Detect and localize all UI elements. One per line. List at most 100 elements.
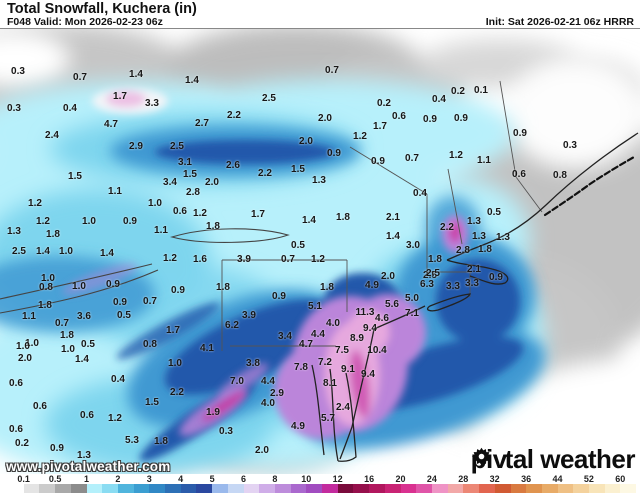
snowfall-value-label: 0.9 [513, 127, 527, 139]
snowfall-value-label: 0.8 [553, 169, 567, 181]
colorbar-swatch [431, 484, 448, 493]
snowfall-value-label: 0.5 [117, 309, 131, 321]
snowfall-value-label: 0.6 [9, 377, 23, 389]
snowfall-value-label: 4.7 [299, 338, 313, 350]
snowfall-value-label: 0.1 [474, 84, 488, 96]
snowfall-value-label: 1.4 [386, 230, 400, 242]
great-lakes-shorelines [0, 228, 290, 314]
snowfall-value-label: 1.7 [251, 208, 265, 220]
snowfall-value-label: 2.8 [186, 186, 200, 198]
snowfall-value-label: 3.3 [145, 97, 159, 109]
snowfall-value-label: 1.3 [7, 225, 21, 237]
snowfall-value-label: 3.3 [446, 280, 460, 292]
snowfall-value-label: 0.4 [111, 373, 125, 385]
snowfall-value-label: 0.3 [563, 139, 577, 151]
snowfall-value-label: 1.2 [449, 149, 463, 161]
colorbar-swatch [604, 484, 621, 493]
colorbar-tick-label: 36 [521, 474, 532, 484]
snowfall-value-label: 1.8 [46, 228, 60, 240]
snowfall-value-label: 0.7 [143, 295, 157, 307]
pivotal-weather-logo: piv tal weather [471, 446, 636, 472]
snowfall-value-label: 2.2 [440, 221, 454, 233]
snowfall-value-label: 1.2 [311, 253, 325, 265]
snowfall-value-label: 0.6 [392, 110, 406, 122]
snowfall-value-label: 2.0 [205, 176, 219, 188]
snowfall-value-label: 2.5 [12, 245, 26, 257]
snowfall-value-label: 1.8 [206, 220, 220, 232]
colorbar-swatch [180, 484, 197, 493]
snowfall-value-label: 1.0 [72, 280, 86, 292]
snowfall-value-label: 9.4 [363, 322, 377, 334]
snowfall-value-label: 5.1 [308, 300, 322, 312]
snowfall-value-label: 3.8 [246, 357, 260, 369]
colorbar-swatch [447, 484, 464, 493]
snowfall-value-label: 4.4 [261, 375, 275, 387]
colorbar-tick-label: 44 [552, 474, 563, 484]
snowfall-value-label: 0.8 [143, 338, 157, 350]
snowfall-value-labels-layer: 0.3 0.7 1.4 1.4 0.3 0.4 1.7 3.3 4.7 2.7 2.4 2.9 2.5 3… [0, 29, 640, 475]
colorbar-swatch [227, 484, 244, 493]
snowfall-value-label: 4.0 [326, 317, 340, 329]
snowfall-value-label: 0.9 [272, 290, 286, 302]
snowfall-value-label: 0.9 [371, 155, 385, 167]
snowfall-value-label: 3.1 [178, 156, 192, 168]
snowfall-value-label: 1.1 [154, 224, 168, 236]
colorbar-swatches [8, 484, 637, 493]
colorbar-swatch [290, 484, 307, 493]
colorbar-tick-label: 32 [489, 474, 500, 484]
snowfall-value-label: 1.2 [36, 215, 50, 227]
snowfall-value-label: 1.2 [163, 252, 177, 264]
snowfall-value-label: 2.1 [386, 211, 400, 223]
snowfall-value-label: 0.5 [81, 338, 95, 350]
snowfall-value-label: 5.3 [125, 434, 139, 446]
page-title: Total Snowfall, Kuchera (in) [7, 1, 197, 17]
snowfall-value-label: 1.0 [16, 340, 30, 352]
snowfall-value-label: 2.5 [426, 267, 440, 279]
colorbar-tick-label: 0.1 [17, 474, 30, 484]
snowfall-value-label: 0.9 [423, 113, 437, 125]
colorbar-tick-label: 24 [426, 474, 437, 484]
snowfall-map: 0.3 0.7 1.4 1.4 0.3 0.4 1.7 3.3 4.7 2.7 2.4 2.9 2.5 3… [0, 28, 640, 475]
snowfall-value-label: 1.9 [206, 406, 220, 418]
colorbar-tick-label: 20 [395, 474, 406, 484]
snowfall-value-label: 1.6 [193, 253, 207, 265]
snowfall-value-label: 3.9 [242, 309, 256, 321]
snowfall-value-label: 2.2 [258, 167, 272, 179]
snowfall-value-label: 1.3 [472, 230, 486, 242]
snowfall-value-label: 0.2 [451, 85, 465, 97]
colorbar-swatch [353, 484, 370, 493]
snowfall-value-label: 1.4 [75, 353, 89, 365]
colorbar-swatch [149, 484, 166, 493]
colorbar-swatch [259, 484, 275, 493]
colorbar-swatch [573, 484, 590, 493]
snowfall-value-label: 2.8 [456, 244, 470, 256]
snowfall-value-label: 2.9 [270, 387, 284, 399]
snowfall-value-label: 0.4 [413, 187, 427, 199]
snowfall-value-label: 5.7 [321, 412, 335, 424]
colorbar-swatch [274, 484, 291, 493]
snowfall-value-label: 1.7 [113, 90, 127, 102]
maine-rocky-coast [543, 155, 636, 217]
header: Total Snowfall, Kuchera (in) F048 Valid:… [0, 0, 640, 28]
colorbar-swatch [165, 484, 181, 493]
snowfall-value-label: 2.7 [195, 117, 209, 129]
colorbar-tick-label: 8 [272, 474, 278, 484]
snowfall-value-label: 1.2 [108, 412, 122, 424]
colorbar-tick-label: 0.5 [48, 474, 62, 484]
snowfall-value-label: 1.3 [312, 174, 326, 186]
snowfall-value-label: 2.5 [423, 269, 437, 281]
snowfall-value-label: 2.4 [336, 401, 350, 413]
snowfall-value-label: 0.2 [15, 437, 29, 449]
snowfall-value-label: 7.0 [230, 375, 244, 387]
colorbar-swatch [620, 484, 637, 493]
colorbar-swatch [39, 484, 56, 493]
colorbar-tick-label: 3 [146, 474, 152, 484]
snowfall-value-label: 2.5 [262, 92, 276, 104]
snowfall-value-label: 2.1 [467, 263, 481, 275]
colorbar-tick-label: 10 [301, 474, 312, 484]
snowfall-value-label: 1.2 [193, 207, 207, 219]
snowfall-value-label: 0.9 [123, 215, 137, 227]
colorbar-swatch [86, 484, 103, 493]
snowfall-value-label: 4.0 [261, 397, 275, 409]
